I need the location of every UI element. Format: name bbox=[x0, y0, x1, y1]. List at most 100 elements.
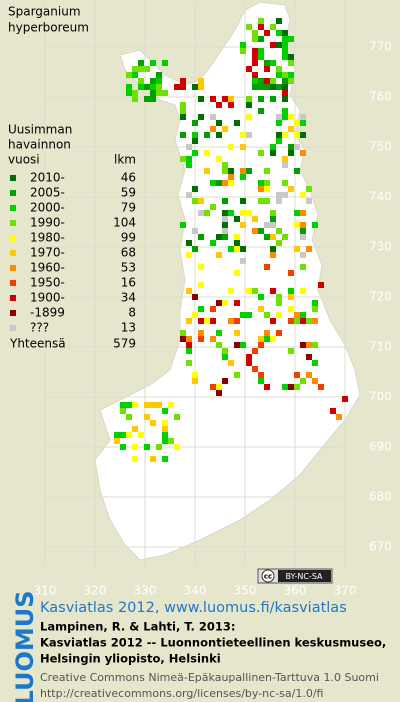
record-square bbox=[216, 120, 222, 126]
record-square bbox=[222, 126, 228, 132]
record-square bbox=[282, 42, 288, 48]
legend-label: -1899 bbox=[30, 306, 65, 320]
record-square bbox=[300, 114, 306, 120]
badge-cc: cc bbox=[264, 573, 272, 581]
record-square bbox=[234, 342, 240, 348]
record-square bbox=[222, 378, 228, 384]
record-square bbox=[306, 318, 312, 324]
record-square bbox=[234, 246, 240, 252]
record-square bbox=[144, 444, 150, 450]
easting-label: 320 bbox=[84, 584, 107, 598]
record-square bbox=[192, 198, 198, 204]
record-square bbox=[198, 84, 204, 90]
record-square bbox=[138, 66, 144, 72]
badge-circle bbox=[261, 569, 275, 583]
record-square bbox=[216, 330, 222, 336]
record-square bbox=[168, 402, 174, 408]
legend-count-heading: lkm bbox=[114, 153, 136, 167]
record-square bbox=[168, 438, 174, 444]
record-square bbox=[132, 66, 138, 72]
record-square bbox=[138, 432, 144, 438]
record-square bbox=[258, 108, 264, 114]
record-square bbox=[198, 306, 204, 312]
record-square bbox=[180, 114, 186, 120]
legend-label: 1970- bbox=[30, 246, 65, 260]
record-square bbox=[276, 30, 282, 36]
record-square bbox=[126, 90, 132, 96]
record-square bbox=[222, 96, 228, 102]
record-square bbox=[258, 24, 264, 30]
record-square bbox=[228, 360, 234, 366]
record-square bbox=[240, 246, 246, 252]
record-square bbox=[264, 84, 270, 90]
record-square bbox=[210, 306, 216, 312]
legend-count: 13 bbox=[121, 321, 136, 335]
record-square bbox=[240, 312, 246, 318]
legend-total-count: 579 bbox=[113, 337, 136, 351]
record-square bbox=[300, 132, 306, 138]
record-square bbox=[180, 222, 186, 228]
northing-label: 760 bbox=[369, 90, 392, 104]
record-square bbox=[264, 264, 270, 270]
easting-label: 340 bbox=[184, 584, 207, 598]
record-square bbox=[270, 42, 276, 48]
title-line: Sparganium bbox=[8, 5, 81, 19]
record-square bbox=[288, 384, 294, 390]
record-square bbox=[144, 402, 150, 408]
record-square bbox=[150, 78, 156, 84]
record-square bbox=[258, 294, 264, 300]
northing-label: 750 bbox=[369, 140, 392, 154]
record-square bbox=[192, 378, 198, 384]
legend-swatch bbox=[10, 190, 16, 196]
legend-swatch bbox=[10, 220, 16, 226]
record-square bbox=[294, 312, 300, 318]
record-square bbox=[252, 228, 258, 234]
record-square bbox=[222, 228, 228, 234]
record-square bbox=[234, 120, 240, 126]
record-square bbox=[252, 30, 258, 36]
record-square bbox=[150, 60, 156, 66]
record-square bbox=[258, 372, 264, 378]
record-square bbox=[150, 90, 156, 96]
record-square bbox=[312, 300, 318, 306]
record-square bbox=[210, 180, 216, 186]
record-square bbox=[294, 384, 300, 390]
northing-label: 740 bbox=[369, 190, 392, 204]
northing-label: 700 bbox=[369, 390, 392, 404]
record-square bbox=[252, 78, 258, 84]
legend-label: 2000- bbox=[30, 201, 65, 215]
record-square bbox=[282, 72, 288, 78]
record-square bbox=[162, 90, 168, 96]
legend-swatch bbox=[10, 280, 16, 286]
record-square bbox=[300, 120, 306, 126]
record-square bbox=[264, 78, 270, 84]
record-square bbox=[198, 318, 204, 324]
record-square bbox=[252, 288, 258, 294]
record-square bbox=[216, 234, 222, 240]
record-square bbox=[294, 222, 300, 228]
record-square bbox=[282, 36, 288, 42]
atlas-link[interactable]: Kasviatlas 2012, www.luomus.fi/kasviatla… bbox=[40, 600, 347, 616]
record-square bbox=[270, 24, 276, 30]
legend-swatch bbox=[10, 175, 16, 181]
legend-swatch bbox=[10, 310, 16, 316]
record-square bbox=[282, 234, 288, 240]
record-square bbox=[198, 234, 204, 240]
record-square bbox=[234, 240, 240, 246]
record-square bbox=[282, 96, 288, 102]
legend-heading: vuosi bbox=[8, 153, 40, 167]
legend: 2010- 46 2005- 59 2000- 79 1990- 104 1980- 99 1970… bbox=[10, 171, 136, 335]
record-square bbox=[264, 66, 270, 72]
record-square bbox=[270, 252, 276, 258]
license-url[interactable]: http://creativecommons.org/licenses/by-n… bbox=[40, 687, 323, 700]
easting-label: 310 bbox=[34, 584, 57, 598]
record-square bbox=[192, 120, 198, 126]
record-square bbox=[270, 216, 276, 222]
record-square bbox=[192, 294, 198, 300]
record-square bbox=[156, 444, 162, 450]
record-square bbox=[258, 54, 264, 60]
record-square bbox=[288, 126, 294, 132]
record-square bbox=[270, 318, 276, 324]
record-square bbox=[282, 108, 288, 114]
record-square bbox=[270, 60, 276, 66]
